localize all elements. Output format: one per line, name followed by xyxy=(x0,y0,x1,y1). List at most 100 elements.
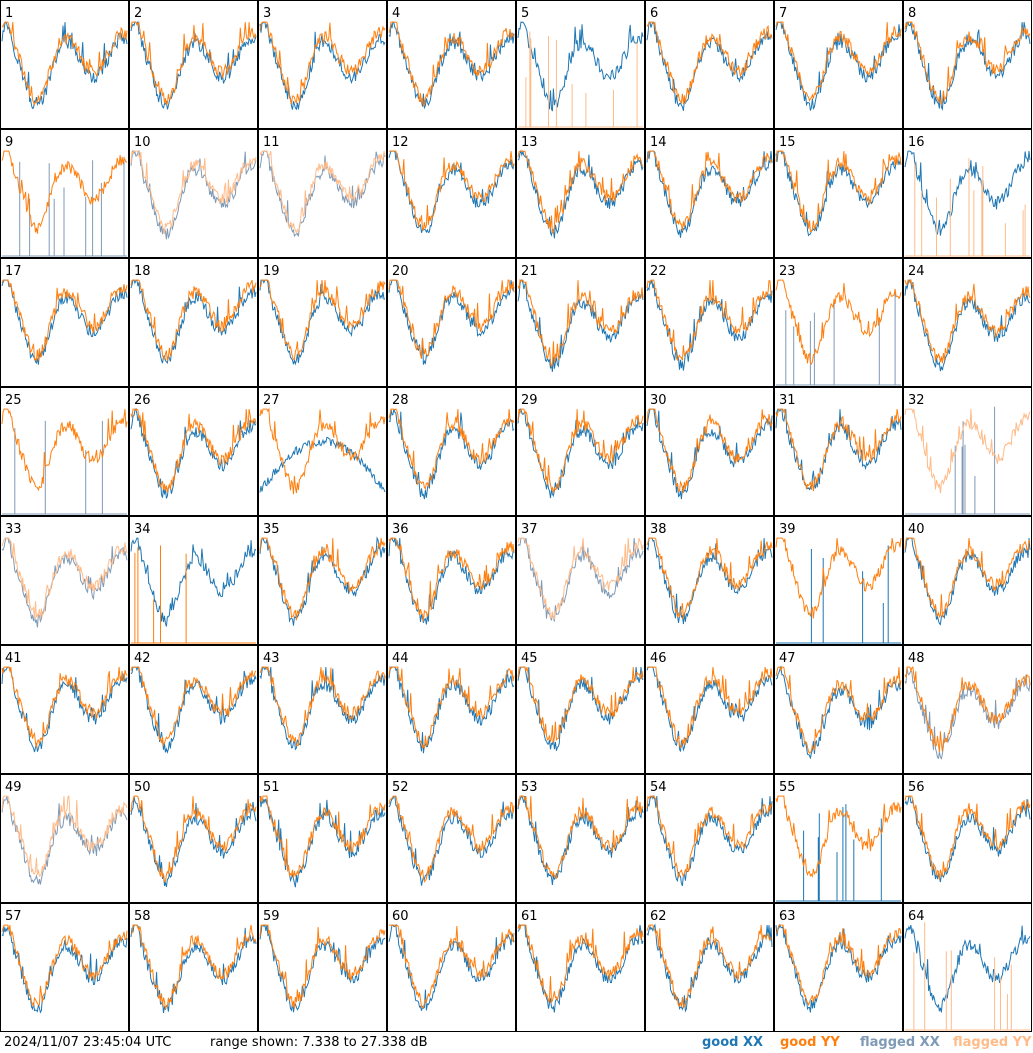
series-xx-4 xyxy=(388,21,515,110)
panel-label: 4 xyxy=(392,6,400,21)
series-xx-56 xyxy=(904,795,1031,883)
series-yy-31 xyxy=(775,408,902,492)
panel-border xyxy=(129,129,258,258)
series-xx-44 xyxy=(388,666,515,754)
panel-label: 61 xyxy=(521,909,538,924)
panel-border xyxy=(645,645,774,774)
panel-13: 13 xyxy=(516,129,645,258)
panel-label: 9 xyxy=(5,135,13,150)
series-xx-39 xyxy=(776,545,901,644)
panel-label: 18 xyxy=(134,264,151,279)
panel-label: 24 xyxy=(908,264,925,279)
series-yy-58 xyxy=(130,924,257,1010)
panel-border xyxy=(387,903,516,1032)
series-yy-6 xyxy=(646,21,773,104)
series-yy-5 xyxy=(518,31,643,128)
series-xx-27 xyxy=(259,436,386,493)
panel-27: 27 xyxy=(258,387,387,516)
panel-11: 11 xyxy=(258,129,387,258)
panel-border xyxy=(387,516,516,645)
panel-label: 31 xyxy=(779,393,796,408)
panel-label: 43 xyxy=(263,651,280,666)
panel-border xyxy=(0,387,129,516)
panel-label: 51 xyxy=(263,780,280,795)
panel-border xyxy=(258,516,387,645)
panel-label: 22 xyxy=(650,264,667,279)
series-yy-52 xyxy=(388,795,515,883)
series-yy-61 xyxy=(517,923,644,1004)
panel-border xyxy=(0,645,129,774)
series-yy-41 xyxy=(1,666,128,748)
panel-53: 53 xyxy=(516,774,645,903)
series-yy-25 xyxy=(1,408,128,492)
panel-26: 26 xyxy=(129,387,258,516)
panel-border xyxy=(774,774,903,903)
panel-9: 9 xyxy=(0,129,129,258)
timestamp: 2024/11/07 23:45:04 UTC xyxy=(4,1035,172,1050)
series-xx-52 xyxy=(388,795,515,886)
footer-bar: 2024/11/07 23:45:04 UTC range shown: 7.3… xyxy=(0,1033,1033,1053)
series-yy-1 xyxy=(1,21,128,106)
panel-border xyxy=(258,258,387,387)
series-yy-46 xyxy=(646,666,773,748)
panel-43: 43 xyxy=(258,645,387,774)
panel-border xyxy=(903,516,1032,645)
panel-border xyxy=(0,516,129,645)
series-xx-45 xyxy=(517,666,644,751)
series-xx-26 xyxy=(130,407,257,499)
panel-55: 55 xyxy=(774,774,903,903)
panel-8: 8 xyxy=(903,0,1032,129)
panel-32: 32 xyxy=(903,387,1032,516)
series-yy-62 xyxy=(646,924,773,1009)
panel-border xyxy=(387,0,516,129)
panel-border xyxy=(516,129,645,258)
series-xx-33 xyxy=(1,537,128,628)
series-yy-13 xyxy=(517,150,644,235)
series-xx-43 xyxy=(259,666,386,751)
panel-border xyxy=(0,0,129,129)
panel-33: 33 xyxy=(0,516,129,645)
series-xx-55 xyxy=(776,804,901,902)
panel-border xyxy=(774,903,903,1032)
panel-48: 48 xyxy=(903,645,1032,774)
panel-61: 61 xyxy=(516,903,645,1032)
panel-border xyxy=(645,129,774,258)
panel-12: 12 xyxy=(387,129,516,258)
series-yy-45 xyxy=(517,666,644,743)
series-yy-40 xyxy=(904,537,1031,618)
panel-20: 20 xyxy=(387,258,516,387)
series-yy-4 xyxy=(388,21,515,107)
panel-52: 52 xyxy=(387,774,516,903)
panel-border xyxy=(387,387,516,516)
series-yy-54 xyxy=(646,795,773,878)
legend-good-yy: good YY xyxy=(780,1035,840,1050)
panel-41: 41 xyxy=(0,645,129,774)
panel-label: 27 xyxy=(263,393,280,408)
panel-border xyxy=(258,387,387,516)
panel-label: 10 xyxy=(134,135,151,150)
panel-label: 53 xyxy=(521,780,538,795)
panel-6: 6 xyxy=(645,0,774,129)
series-xx-29 xyxy=(517,408,644,499)
panel-34: 34 xyxy=(129,516,258,645)
series-xx-11 xyxy=(259,150,386,238)
panel-label: 34 xyxy=(134,522,151,537)
series-yy-27 xyxy=(259,407,386,495)
panel-label: 59 xyxy=(263,909,280,924)
panel-1: 1 xyxy=(0,0,129,129)
panel-border xyxy=(645,258,774,387)
series-yy-42 xyxy=(130,666,257,747)
series-yy-11 xyxy=(259,150,386,235)
series-yy-12 xyxy=(389,150,515,232)
panel-24: 24 xyxy=(903,258,1032,387)
series-yy-22 xyxy=(646,279,773,362)
panel-label: 23 xyxy=(779,264,796,279)
series-yy-9 xyxy=(1,150,128,234)
panel-31: 31 xyxy=(774,387,903,516)
series-yy-32 xyxy=(904,408,1031,494)
panel-label: 50 xyxy=(134,780,151,795)
panel-label: 6 xyxy=(650,6,658,21)
series-xx-40 xyxy=(904,536,1031,626)
panel-label: 48 xyxy=(908,651,925,666)
panel-border xyxy=(387,645,516,774)
